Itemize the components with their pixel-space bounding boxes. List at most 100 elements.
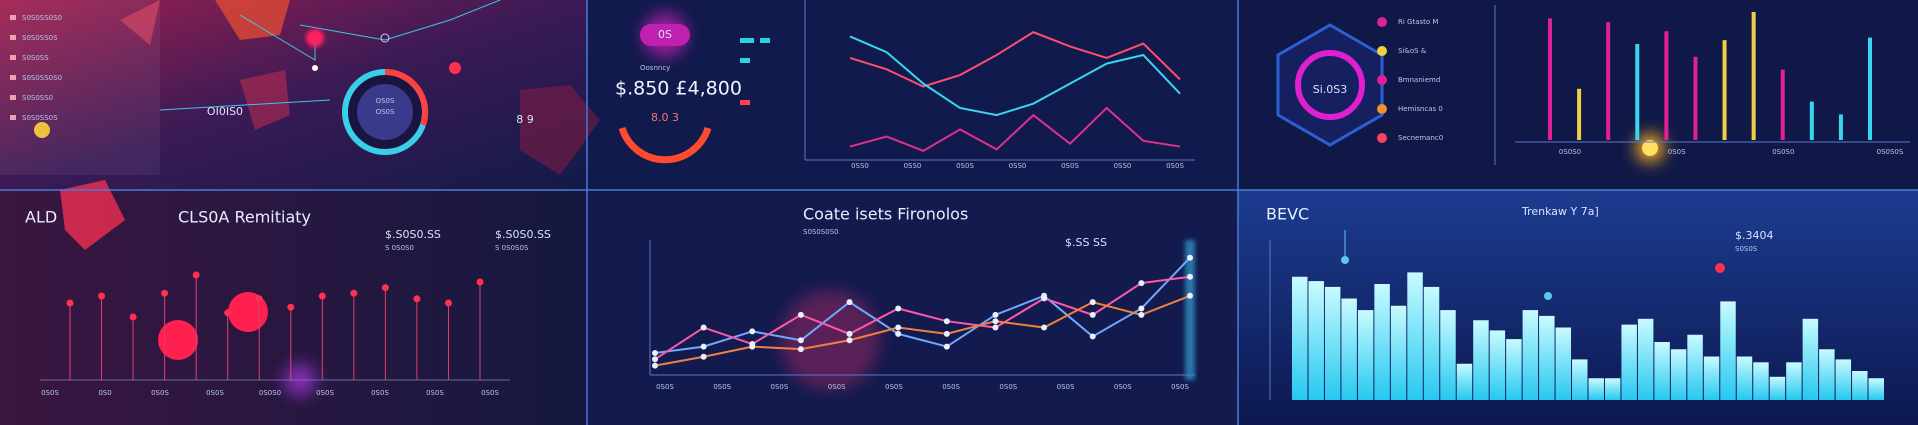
stem-head <box>476 278 484 286</box>
bar <box>1670 349 1687 400</box>
glow <box>780 290 880 390</box>
legend-label: Bmnaniemd <box>1398 76 1440 84</box>
bar <box>1324 286 1341 400</box>
x-tick-label: 0S0S <box>1166 162 1184 170</box>
bar <box>1572 359 1588 400</box>
gauge-arc <box>618 126 712 164</box>
point <box>1041 295 1048 302</box>
point <box>700 324 707 331</box>
bar <box>1780 69 1785 140</box>
x-tick-label: 0S0S <box>481 389 499 397</box>
line <box>849 35 1181 117</box>
bar <box>1374 284 1390 400</box>
bar <box>1769 376 1786 400</box>
panel-subtitle: Trenkaw Y 7a] <box>1521 205 1599 218</box>
point <box>652 362 658 369</box>
list-bullet <box>10 75 16 80</box>
decor <box>240 70 290 130</box>
decor <box>215 0 290 40</box>
bar <box>1308 281 1324 400</box>
x-tick-label: 0S0S <box>956 162 974 170</box>
glow <box>284 364 316 396</box>
panel-title: Coate isets Fironolos <box>803 205 968 224</box>
stem-head <box>381 284 389 292</box>
list-bullet <box>10 55 16 60</box>
decor <box>740 38 754 43</box>
label: 8 9 <box>516 113 534 126</box>
point <box>943 343 950 350</box>
point <box>797 346 804 353</box>
stat-value: $.S0S0.SS <box>495 228 551 241</box>
point <box>992 318 999 325</box>
point <box>1138 305 1145 312</box>
gauge-core <box>357 84 413 140</box>
bar <box>1423 286 1440 400</box>
bar <box>1473 320 1489 400</box>
point <box>992 311 999 318</box>
point <box>943 318 950 325</box>
point <box>700 343 707 350</box>
x-tick-label: 0S0S0 <box>1772 148 1794 156</box>
x-tick-label: 0SS0 <box>851 162 869 170</box>
node <box>34 122 50 138</box>
decor <box>60 180 125 250</box>
point <box>895 305 902 312</box>
bar <box>1407 272 1423 400</box>
bar <box>1786 362 1802 400</box>
x-tick-label: 0S0S <box>316 389 334 397</box>
x-tick-label: 0S0S <box>1114 383 1132 391</box>
bar <box>1604 378 1621 400</box>
gauge-arc <box>384 68 429 126</box>
x-tick-label: 0S0S <box>206 389 224 397</box>
bar <box>1868 378 1884 400</box>
stem-head <box>444 299 452 307</box>
point <box>1187 254 1193 261</box>
bar <box>1819 349 1835 400</box>
bubble <box>158 320 198 360</box>
badge <box>640 24 690 46</box>
bar <box>1751 12 1756 140</box>
decor <box>1715 263 1725 273</box>
decor <box>1544 292 1552 300</box>
stem-head <box>350 289 358 297</box>
panel: ALD CLS0A Remitiaty $.S0S0.SS S 0S0S0 $.… <box>25 208 551 396</box>
bar <box>1456 363 1473 400</box>
bar <box>1341 298 1357 400</box>
point <box>1041 324 1048 331</box>
list-bullet <box>10 15 16 20</box>
list-item: S0S0SS0S <box>22 34 58 42</box>
bar <box>1539 315 1555 400</box>
bar <box>1868 37 1872 140</box>
bar <box>1720 301 1736 400</box>
list-bullet <box>10 35 16 40</box>
x-tick-label: 0S0S <box>942 383 960 391</box>
bar <box>1703 356 1720 400</box>
bar <box>1548 18 1552 140</box>
x-tick-label: 0S0S <box>828 383 846 391</box>
bar <box>1390 305 1407 400</box>
line <box>849 106 1181 152</box>
panel: Si.0S3 <box>1276 5 1910 165</box>
x-tick-label: 0S0S <box>151 389 169 397</box>
legend-label: Ri Gtasto M <box>1398 18 1438 26</box>
x-tick-label: 0SS0 <box>1114 162 1132 170</box>
list-item: S0S0SS <box>22 54 49 62</box>
panel: 0S Oosnncy $.850 £4,800 8.0 3 <box>615 0 1195 164</box>
x-tick-label: 0S0S <box>1668 148 1686 156</box>
point <box>652 349 658 356</box>
stat-caption: S 0S0S0S <box>495 244 529 252</box>
bar <box>1838 114 1843 140</box>
point <box>992 324 999 331</box>
x-tick-label: 0S0S0 <box>259 389 281 397</box>
decor <box>740 58 750 63</box>
point <box>846 337 853 344</box>
x-tick-label: 0S0S <box>41 389 59 397</box>
x-tick-label: 0S0S <box>426 389 444 397</box>
bar <box>1654 342 1670 400</box>
bar <box>1802 318 1819 400</box>
line <box>849 31 1181 88</box>
bar <box>1635 44 1640 140</box>
list-card <box>0 0 160 175</box>
stem-head <box>98 292 106 300</box>
x-tick-label: 0S0S0 <box>1559 148 1581 156</box>
